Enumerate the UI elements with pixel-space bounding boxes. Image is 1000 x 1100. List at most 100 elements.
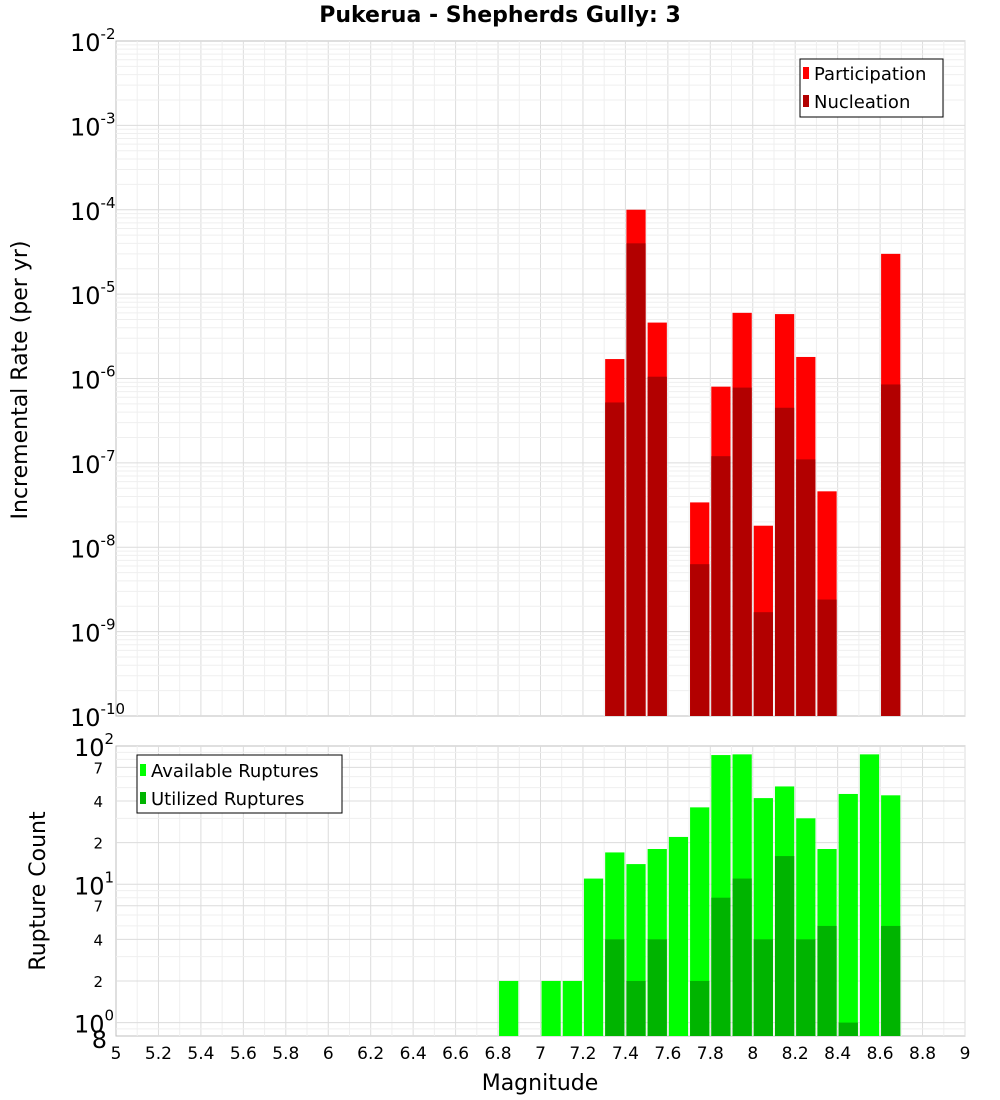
- rupture-legend: Available Ruptures Utilized Ruptures: [136, 754, 343, 814]
- rupture-y-tick-exponent: 1: [105, 868, 115, 886]
- x-tick-label: 5.4: [187, 1044, 214, 1064]
- rate-y-tick-base: 10: [70, 282, 101, 310]
- x-tick-label: 7.2: [569, 1044, 596, 1064]
- chart-title: Pukerua - Shepherds Gully: 3: [319, 3, 681, 28]
- x-tick-label: 6: [323, 1044, 334, 1064]
- x-tick-labels: 5 5.2 5.4 5.6 5.8 6 6.2 6.4 6.6 6.8 7 7.2 7.4 7.6 7.8 8…: [111, 1044, 971, 1064]
- rupture-y-tick-label: 102: [74, 730, 114, 762]
- rupture-bar-utilized: [774, 856, 795, 1036]
- rate-legend: Participation Nucleation: [799, 58, 944, 118]
- x-tick-label: 8.4: [824, 1044, 851, 1064]
- rupture-bar-utilized: [605, 939, 625, 1036]
- rate-bar-nucleation: [605, 402, 625, 716]
- rate-y-tick-label: 10-8: [70, 531, 116, 563]
- x-tick-label: 8.6: [867, 1044, 894, 1064]
- rate-bar-nucleation: [626, 243, 646, 717]
- rate-y-tick-label: 10-10: [70, 700, 125, 732]
- rate-y-tick-label: 10-7: [70, 447, 116, 479]
- rupture-y-tick-exponent: 0: [105, 1007, 115, 1025]
- rate-bar-nucleation: [796, 459, 816, 716]
- rate-y-tick-label: 10-3: [70, 109, 116, 141]
- rupture-bar-available: [562, 980, 582, 1036]
- rate-bar-nucleation: [690, 564, 710, 716]
- rupture-y-tick-label: 100: [74, 1007, 114, 1039]
- rate-y-tick-label: 10-5: [70, 278, 116, 310]
- rupture-bar-utilized: [647, 939, 667, 1036]
- legend-swatch-available: [140, 764, 146, 776]
- x-tick-label: 5.8: [272, 1044, 299, 1064]
- rupture-y-tick-label: 2: [93, 973, 103, 991]
- rate-y-tick-exponent: -8: [101, 531, 116, 549]
- rupture-y-tick-base: 10: [74, 872, 105, 900]
- rupture-y-axis-title: Rupture Count: [26, 811, 51, 971]
- rate-y-tick-label: 10-6: [70, 363, 116, 395]
- x-tick-label: 9: [960, 1044, 971, 1064]
- rupture-y-tick-label: 4: [93, 931, 103, 949]
- rate-y-tick-exponent: -3: [101, 109, 116, 127]
- rupture-bars: [499, 754, 901, 1036]
- rate-y-tick-exponent: -5: [101, 278, 116, 296]
- rate-bar-nucleation: [647, 376, 667, 716]
- rate-y-tick-exponent: -4: [101, 194, 116, 212]
- rupture-y-tick-label: 2: [93, 835, 103, 853]
- rupture-y-tick-base: 10: [74, 1011, 105, 1039]
- rate-y-tick-base: 10: [70, 198, 101, 226]
- rate-y-tick-label: 10-4: [70, 194, 116, 226]
- rate-gridlines: [116, 41, 966, 716]
- x-tick-label: 5.6: [230, 1044, 257, 1064]
- rate-y-tick-base: 10: [70, 620, 101, 648]
- rate-legend-box: [799, 58, 944, 118]
- rupture-y-tick-label: 7: [93, 898, 103, 916]
- rate-y-tick-base: 10: [70, 451, 101, 479]
- rupture-bar-utilized: [732, 878, 752, 1036]
- x-tick-label: 7: [535, 1044, 546, 1064]
- legend-swatch-participation: [803, 67, 809, 79]
- rate-y-tick-base: 10: [70, 113, 101, 141]
- rupture-bar-available: [859, 754, 880, 1036]
- rupture-bar-available: [690, 807, 710, 1036]
- rupture-bar-utilized: [690, 980, 710, 1036]
- x-tick-label: 6.4: [400, 1044, 427, 1064]
- rate-bar-nucleation: [817, 599, 837, 716]
- legend-swatch-utilized: [140, 792, 146, 804]
- x-tick-label: 8.2: [782, 1044, 809, 1064]
- rate-bar-nucleation: [881, 384, 901, 716]
- rate-y-tick-base: 10: [70, 29, 101, 57]
- legend-label-available: Available Ruptures: [151, 761, 319, 782]
- rate-bar-nucleation: [711, 456, 731, 716]
- rate-y-tick-exponent: -9: [101, 616, 116, 634]
- rate-y-tick-base: 10: [70, 367, 101, 395]
- x-tick-label: 6.8: [485, 1044, 512, 1064]
- rate-y-axis-title: Incremental Rate (per yr): [8, 241, 33, 520]
- rupture-bar-utilized: [838, 1022, 858, 1036]
- rupture-y-tick-exponent: 2: [105, 730, 115, 748]
- rupture-bar-utilized: [881, 925, 901, 1036]
- rupture-bar-available: [583, 878, 604, 1036]
- rate-y-tick-exponent: -6: [101, 363, 116, 381]
- rupture-bar-utilized: [626, 980, 646, 1036]
- rate-y-tick-base: 10: [70, 704, 101, 732]
- x-tick-label: 5.2: [145, 1044, 172, 1064]
- x-axis-title: Magnitude: [482, 1071, 599, 1096]
- rate-y-tick-label: 10-9: [70, 616, 116, 648]
- rate-y-tick-exponent: -2: [101, 25, 116, 43]
- rate-y-tick-exponent: -7: [101, 447, 116, 465]
- rupture-bar-utilized: [753, 939, 773, 1036]
- legend-label-nucleation: Nucleation: [814, 92, 910, 113]
- x-tick-label: 6.2: [357, 1044, 384, 1064]
- rupture-bar-utilized: [711, 897, 731, 1036]
- legend-label-utilized: Utilized Ruptures: [151, 789, 304, 810]
- legend-swatch-nucleation: [803, 95, 809, 107]
- rate-bar-nucleation: [774, 407, 795, 716]
- x-tick-label: 5: [111, 1044, 122, 1064]
- legend-label-participation: Participation: [814, 64, 926, 85]
- rupture-y-tick-label: 8: [92, 1026, 107, 1054]
- rate-y-tick-exponent: -10: [101, 700, 126, 718]
- rate-bar-nucleation: [732, 387, 752, 716]
- rate-y-tick-base: 10: [70, 535, 101, 563]
- rupture-y-tick-base: 10: [74, 734, 105, 762]
